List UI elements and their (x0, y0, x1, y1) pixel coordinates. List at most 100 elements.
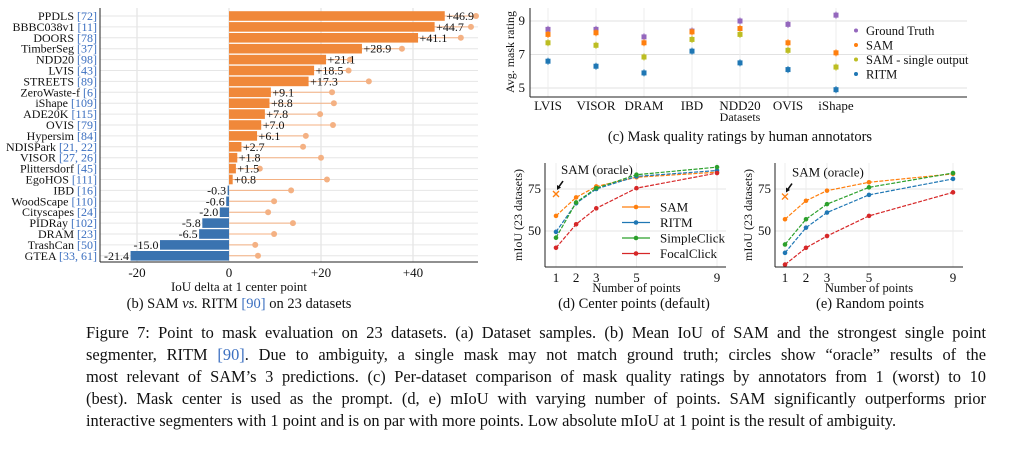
dataset-name: ZeroWaste-f (20, 85, 83, 99)
x-tick-label: 0 (226, 265, 233, 280)
bar (229, 76, 309, 87)
dataset-name: GTEA (25, 249, 59, 263)
data-point (553, 213, 559, 219)
data-point (782, 242, 788, 247)
oracle-point (457, 34, 464, 41)
citation-ref: [89] (77, 74, 97, 88)
bar (229, 120, 262, 130)
citation-ref: [110] (71, 194, 97, 208)
dataset-name: LVIS (48, 64, 77, 78)
caption-part: vs. (182, 296, 198, 312)
y-tick-label: 9 (519, 13, 526, 28)
oracle-point (345, 67, 352, 74)
rating-point (545, 58, 551, 64)
dataset-label: Cityscapes [24] (22, 205, 97, 219)
x-tick-label: LVIS (534, 98, 562, 113)
rating-point (689, 48, 695, 54)
dataset-name: VISOR (20, 151, 59, 165)
data-point (714, 164, 720, 170)
y-axis-label: mIoU (23 datasets) (511, 169, 525, 261)
bar-value-label: +0.8 (234, 173, 256, 187)
rating-point (593, 30, 599, 36)
x-tick-label: 5 (866, 270, 873, 285)
bar-value-label: -2.0 (199, 205, 218, 219)
caption-part: on 23 datasets (266, 296, 352, 312)
dataset-name: EgoHOS (26, 173, 72, 187)
y-tick-label: 75 (528, 181, 541, 196)
rating-point (593, 42, 599, 48)
bar-value-label: -21.4 (104, 249, 129, 263)
dataset-name: OVIS (46, 118, 77, 132)
data-point (803, 245, 809, 251)
rating-point (545, 31, 551, 37)
data-point (573, 200, 579, 205)
data-point (950, 190, 956, 195)
bar (199, 229, 229, 239)
data-point (553, 235, 559, 241)
bar (219, 207, 229, 217)
data-point (714, 170, 720, 176)
bar (229, 33, 419, 43)
legend-marker (854, 28, 858, 33)
dataset-label: TrashCan [50] (28, 238, 97, 252)
dataset-label: EgoHOS [111] (26, 173, 97, 187)
dataset-name: WoodScape (11, 194, 71, 208)
oracle-point (323, 176, 330, 183)
dataset-label: NDD20 [98] (36, 53, 97, 67)
bar (227, 185, 229, 196)
x-axis-label: IoU delta at 1 center point (171, 279, 307, 294)
bar-value-label: +1.5 (237, 162, 259, 176)
citation-ref: [11] (77, 20, 97, 34)
dataset-name: PIDRay (29, 216, 71, 230)
data-point (573, 195, 579, 200)
data-point (950, 176, 956, 182)
caption-part: RITM (198, 296, 242, 312)
bar (130, 251, 229, 261)
caption-line: Figure 7: Point to mask evaluation on 23… (86, 323, 986, 342)
bar-value-label: +8.8 (271, 96, 293, 110)
bar (229, 87, 271, 98)
dataset-name: Cityscapes (22, 205, 77, 219)
data-point (573, 221, 579, 227)
rating-point (545, 26, 551, 32)
oracle-point (330, 100, 337, 107)
citation-ref: [6] (83, 85, 97, 99)
citation-ref: [33, 61] (59, 249, 97, 263)
bar (229, 131, 258, 141)
data-point (553, 229, 559, 235)
dataset-label: ZeroWaste-f [6] (20, 85, 97, 99)
bar (202, 218, 229, 228)
caption-line: (best). Mask center is used as the promp… (86, 389, 986, 408)
data-point (824, 188, 830, 193)
bar (229, 174, 233, 185)
caption-line: interactive segmenters with 1 point and … (86, 411, 897, 430)
legend-label: Ground Truth (866, 24, 935, 38)
annotation-label: SAM (oracle) (561, 162, 633, 177)
x-tick-label: 2 (803, 270, 810, 285)
legend-label: RITM (866, 68, 897, 82)
dataset-label: GTEA [33, 61] (25, 249, 97, 263)
rating-point (737, 60, 743, 66)
data-point (782, 216, 788, 222)
dataset-label: DOORS [78] (33, 31, 97, 45)
legend-marker (633, 220, 639, 225)
subfigure-caption: (c) Mask quality ratings by human annota… (608, 129, 873, 145)
bar (229, 11, 445, 21)
caption-part: [90] (241, 296, 265, 312)
legend-label: SimpleClick (660, 231, 726, 246)
legend-label: SAM (660, 200, 689, 215)
bar-value-label: +9.1 (272, 85, 294, 99)
citation-link[interactable]: [90] (217, 345, 245, 364)
dataset-label: Hypersim [84] (27, 129, 97, 143)
dataset-label: WoodScape [110] (11, 194, 97, 208)
oracle-point (398, 45, 405, 52)
caption-text: . Due to ambiguity, a single mask may no… (244, 345, 986, 364)
bar-value-label: -6.5 (179, 227, 198, 241)
bar (229, 43, 362, 54)
legend-label: SAM (866, 39, 893, 53)
rating-point (785, 47, 791, 53)
legend-marker (854, 57, 858, 62)
rating-point (545, 40, 551, 46)
rating-point (737, 18, 743, 24)
data-point (782, 250, 788, 256)
